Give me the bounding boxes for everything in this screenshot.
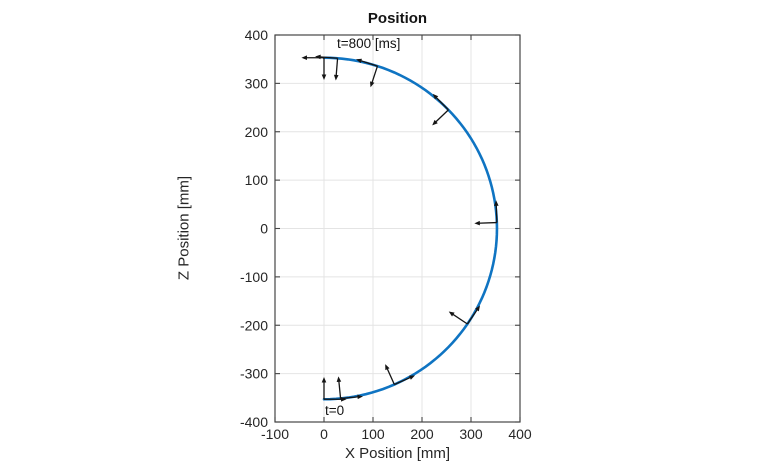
tangent-arrow-head [408,375,415,380]
tangent-arrow-head [475,305,481,312]
y-tick-label: -200 [240,317,268,333]
normal-arrow [370,65,379,85]
x-tick-label: 300 [459,426,483,442]
y-tick-label: 300 [245,75,269,91]
y-tick-label: 200 [245,124,269,140]
tangent-arrow [358,59,378,67]
normal-arrow-head [333,74,339,81]
plot-title: Position [367,10,428,27]
tangent-arrow [340,395,361,400]
normal-arrow [433,109,449,124]
tangent-arrow [495,203,498,223]
tangent-arrow-head [493,200,499,206]
normal-arrow-head [474,220,480,226]
tangent-arrow [318,56,338,59]
x-axis-label: X Position [mm] [344,445,451,462]
y-tick-label: 0 [260,221,268,237]
normal-arrow-head [321,377,327,383]
tangent-arrow-head [356,58,362,64]
normal-arrow [385,366,395,385]
tangent-arrow [466,307,479,325]
normal-arrow-head [448,311,455,317]
normal-arrow-head [321,74,327,80]
x-tick-label: 100 [361,426,385,442]
tangent-arrow [394,376,413,386]
normal-arrow [338,379,342,399]
x-tick-label: 400 [508,426,532,442]
y-tick-label: 100 [245,172,269,188]
y-tick-label: -100 [240,269,268,285]
x-tick-label: -100 [261,426,289,442]
tangent-arrow-head [301,55,307,61]
normal-arrow-head [385,364,390,371]
tangent-arrow [434,95,449,111]
normal-arrow [477,221,497,224]
y-tick-label: -400 [240,414,268,430]
tangent-arrow-head [432,93,439,100]
normal-arrow-head [336,376,342,383]
annotation-t800: t=800 [ms] [337,36,401,51]
y-axis-label: Z Position [mm] [175,175,193,281]
tangent-arrow-head [315,54,321,60]
y-tick-label: 400 [245,27,269,43]
tangent-arrow-head [357,394,363,400]
normal-arrow-head [370,81,375,88]
y-tick-label: -300 [240,366,268,382]
annotation-t0: t=0 [325,403,345,418]
x-tick-label: 0 [320,426,328,442]
normal-arrow [450,312,468,325]
normal-arrow-head [432,119,438,126]
normal-arrow [335,58,339,78]
x-tick-label: 200 [410,426,434,442]
